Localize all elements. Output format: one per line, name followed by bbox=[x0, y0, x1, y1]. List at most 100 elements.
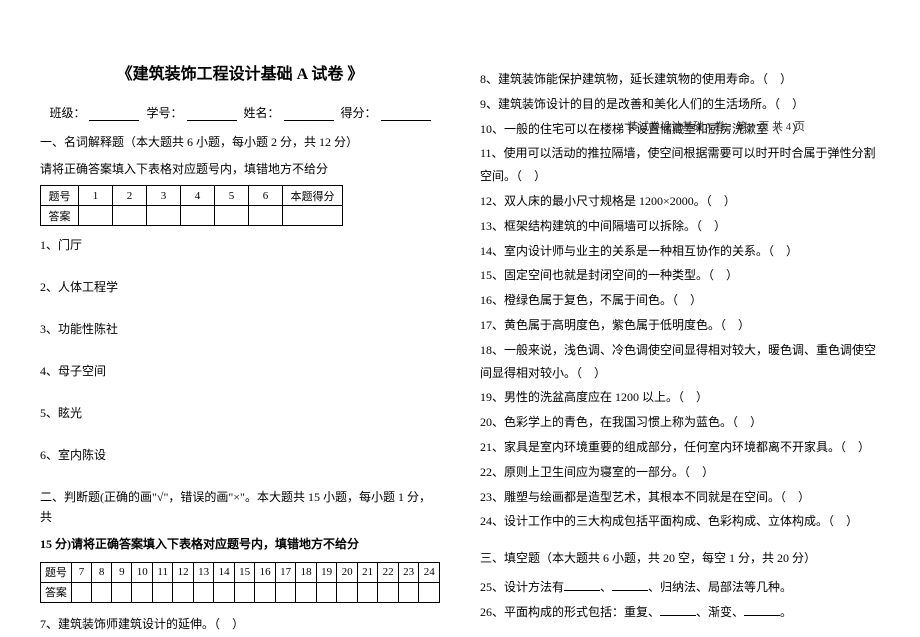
table-header: 2 bbox=[113, 186, 147, 206]
ac bbox=[173, 582, 194, 602]
score-blank bbox=[381, 107, 431, 121]
q21: 21、家具是室内环境重要的组成部分，任何室内环境都离不开家具。（ ） bbox=[480, 436, 880, 459]
q11: 11、使用可以活动的推拉隔墙，使空间根据需要可以时开时合属于弹性分割空间。（ ） bbox=[480, 142, 880, 188]
q8: 8、建筑装饰能保护建筑物，延长建筑物的使用寿命。（ ） bbox=[480, 68, 880, 91]
ac bbox=[337, 582, 358, 602]
q13: 13、框架结构建筑的中间隔墙可以拆除。（ ） bbox=[480, 215, 880, 238]
score-cell bbox=[283, 206, 343, 226]
ac bbox=[112, 582, 132, 602]
ac bbox=[255, 582, 276, 602]
page-footer-overlay: 装试卷设计基础A 卷 第 1 页 共 4 页 bbox=[627, 118, 805, 134]
th: 18 bbox=[296, 562, 317, 582]
table-row-label: 题号 bbox=[41, 186, 79, 206]
ac bbox=[234, 582, 255, 602]
th: 23 bbox=[398, 562, 419, 582]
ac bbox=[92, 582, 112, 602]
blank bbox=[564, 579, 600, 591]
ac bbox=[357, 582, 378, 602]
table-row-label: 题号 bbox=[41, 562, 72, 582]
exam-title: 《建筑装饰工程设计基础 A 试卷 》 bbox=[40, 60, 440, 84]
id-label: 学号： bbox=[146, 106, 182, 120]
answer-cell bbox=[249, 206, 283, 226]
th: 9 bbox=[112, 562, 132, 582]
th: 17 bbox=[275, 562, 296, 582]
section2-heading-bold: 15 分)请将正确答案填入下表格对应题号内，填错地方不给分 bbox=[40, 535, 440, 554]
table-header: 6 bbox=[249, 186, 283, 206]
th: 13 bbox=[193, 562, 214, 582]
table-header: 5 bbox=[215, 186, 249, 206]
ac bbox=[378, 582, 399, 602]
q19: 19、男性的洗盆高度应在 1200 以上。（ ） bbox=[480, 386, 880, 409]
table-header: 1 bbox=[79, 186, 113, 206]
class-label: 班级： bbox=[49, 106, 85, 120]
th: 14 bbox=[214, 562, 235, 582]
blank bbox=[744, 604, 780, 616]
q20: 20、色彩学上的青色，在我国习惯上称为蓝色。（ ） bbox=[480, 411, 880, 434]
q9: 9、建筑装饰设计的目的是改善和美化人们的生活场所。（ ） bbox=[480, 93, 880, 116]
answer-label: 答案 bbox=[41, 582, 72, 602]
q18: 18、一般来说，浅色调、冷色调使空间显得相对较大，暖色调、重色调使空间显得相对较… bbox=[480, 339, 880, 385]
section3-heading: 三、填空题（本大题共 6 小题，共 20 空，每空 1 分，共 20 分） bbox=[480, 549, 880, 568]
blank bbox=[660, 604, 696, 616]
q22: 22、原则上卫生间应为寝室的一部分。（ ） bbox=[480, 461, 880, 484]
score-label: 得分： bbox=[341, 106, 377, 120]
answer-cell bbox=[147, 206, 181, 226]
q3: 3、功能性陈社 bbox=[40, 320, 440, 338]
th: 11 bbox=[152, 562, 172, 582]
ac bbox=[214, 582, 235, 602]
q2: 2、人体工程学 bbox=[40, 278, 440, 296]
th: 8 bbox=[92, 562, 112, 582]
ac bbox=[296, 582, 317, 602]
th: 22 bbox=[378, 562, 399, 582]
name-label: 姓名： bbox=[244, 106, 280, 120]
q5: 5、眩光 bbox=[40, 404, 440, 422]
th-bold: 21 bbox=[357, 562, 378, 582]
class-blank bbox=[89, 107, 139, 121]
table-score-label: 本题得分 bbox=[283, 186, 343, 206]
q1: 1、门厅 bbox=[40, 236, 440, 254]
q7: 7、建筑装饰师建筑设计的延伸。（ ） bbox=[40, 613, 440, 636]
answer-cell bbox=[215, 206, 249, 226]
section1-table: 题号 1 2 3 4 5 6 本题得分 答案 bbox=[40, 185, 343, 226]
id-blank bbox=[187, 107, 237, 121]
meta-line: 班级： 学号： 姓名： 得分： bbox=[40, 104, 440, 121]
ac bbox=[152, 582, 172, 602]
ac bbox=[419, 582, 440, 602]
th: 7 bbox=[71, 562, 91, 582]
th: 16 bbox=[255, 562, 276, 582]
q23: 23、雕塑与绘画都是造型艺术，其根本不同就是在空间。（ ） bbox=[480, 486, 880, 509]
ac bbox=[398, 582, 419, 602]
q26: 26、平面构成的形式包括：重复、、渐变、。 bbox=[480, 601, 880, 624]
th: 15 bbox=[234, 562, 255, 582]
ac bbox=[193, 582, 214, 602]
answer-label: 答案 bbox=[41, 206, 79, 226]
th: 19 bbox=[316, 562, 337, 582]
blank bbox=[612, 579, 648, 591]
answer-cell bbox=[181, 206, 215, 226]
q24: 24、设计工作中的三大构成包括平面构成、色彩构成、立体构成。（ ） bbox=[480, 510, 880, 533]
section1-heading: 一、名词解释题（本大题共 6 小题，每小题 2 分，共 12 分） bbox=[40, 133, 440, 152]
answer-cell bbox=[113, 206, 147, 226]
ac bbox=[316, 582, 337, 602]
q4: 4、母子空间 bbox=[40, 362, 440, 380]
section1-instruction: 请将正确答案填入下表格对应题号内，填错地方不给分 bbox=[40, 160, 440, 179]
th: 20 bbox=[337, 562, 358, 582]
answer-cell bbox=[79, 206, 113, 226]
q12: 12、双人床的最小尺寸规格是 1200×2000。（ ） bbox=[480, 190, 880, 213]
section2-table: 题号 7 8 9 10 11 12 13 14 15 16 17 18 19 2… bbox=[40, 562, 440, 603]
q14: 14、室内设计师与业主的关系是一种相互协作的关系。（ ） bbox=[480, 240, 880, 263]
q16: 16、橙绿色属于复色，不属于间色。（ ） bbox=[480, 289, 880, 312]
ac bbox=[71, 582, 91, 602]
table-header: 4 bbox=[181, 186, 215, 206]
ac bbox=[275, 582, 296, 602]
q15: 15、固定空间也就是封闭空间的一种类型。（ ） bbox=[480, 264, 880, 287]
q6: 6、室内陈设 bbox=[40, 446, 440, 464]
th: 24 bbox=[419, 562, 440, 582]
th: 12 bbox=[173, 562, 194, 582]
th: 10 bbox=[132, 562, 153, 582]
name-blank bbox=[284, 107, 334, 121]
section2-heading-prefix: 二、判断题(正确的画"√"，错误的画"×"。本大题共 15 小题，每小题 1 分… bbox=[40, 488, 440, 526]
q25: 25、设计方法有、、归纳法、局部法等几种。 bbox=[480, 576, 880, 599]
ac bbox=[132, 582, 153, 602]
table-header: 3 bbox=[147, 186, 181, 206]
